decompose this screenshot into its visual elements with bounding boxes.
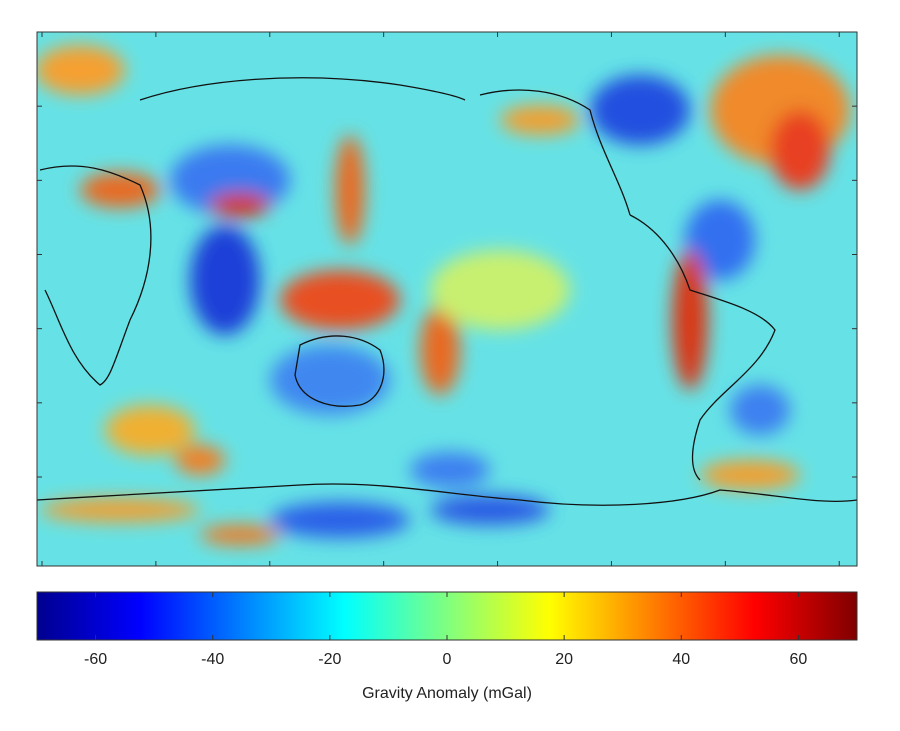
colorbar-tick-label: 20: [555, 651, 573, 668]
colorbar-tick-label: 0: [443, 651, 452, 668]
colorbar-tick-label: 40: [672, 651, 690, 668]
anomaly-field: [37, 45, 850, 545]
colorbar-tick-label: 60: [790, 651, 808, 668]
colorbar-tick-label: -20: [318, 651, 341, 668]
colorbar-label: Gravity Anomaly (mGal): [362, 685, 532, 702]
coastlines: [37, 77, 857, 506]
map-frame: [36, 31, 858, 567]
gravity-map: [37, 32, 857, 566]
colorbar-tick-label: -60: [84, 651, 107, 668]
colorbar: [36, 591, 858, 641]
colorbar-tick-label: -40: [201, 651, 224, 668]
